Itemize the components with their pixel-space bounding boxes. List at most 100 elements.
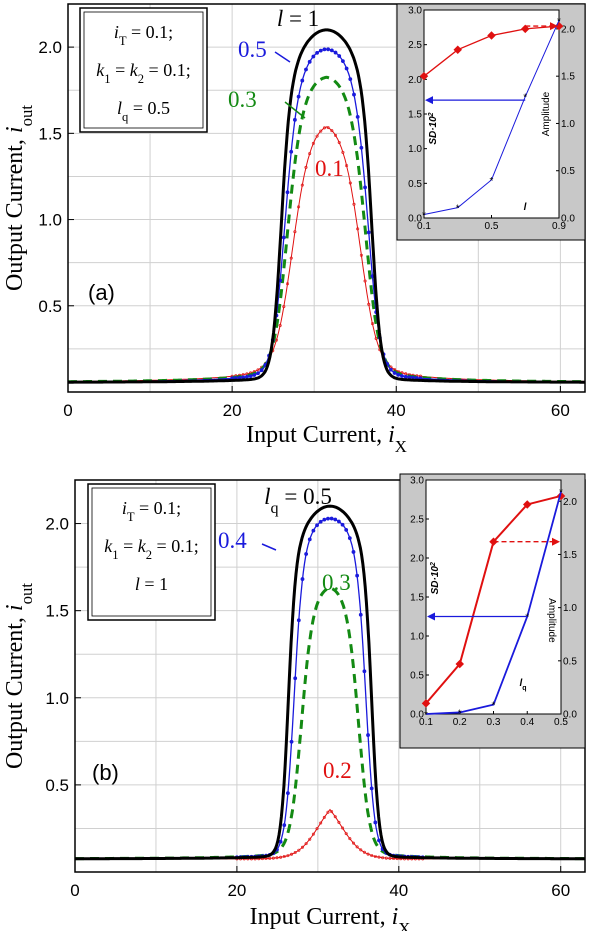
series-marker [268,856,272,860]
inset-amplitude-arrowhead [550,22,558,31]
series-marker [329,516,334,521]
series-marker [363,279,367,283]
inset-sd-marker: * [557,16,561,27]
inset-sd-marker: * [525,613,529,624]
inset-yl-tick-label: 1.0 [408,144,422,155]
inset-yr-tick-label: 1.5 [563,550,577,561]
y-axis-label: Output Current, iout [2,105,36,291]
y-tick-label: 1.5 [38,124,62,143]
inset-yl-tick-label: 1.5 [410,593,424,604]
inset-amplitude-marker [453,45,462,54]
series-marker [244,374,249,379]
series-marker [389,367,393,372]
series-marker [259,368,264,373]
series-marker [256,371,260,376]
series-marker [315,50,319,55]
inset-yl-tick-label: 2.0 [408,75,422,86]
inset-x-tick-label: 0.2 [453,717,467,728]
series-marker [366,230,371,235]
y-tick-label: 0.5 [38,297,62,316]
inset-yr-tick-label: 0.0 [563,710,577,721]
curve-label: 0.5 [238,37,267,62]
series-marker [334,133,338,137]
series-marker [289,149,294,154]
params-line: k1 = k2 = 0.1; [104,536,198,562]
panel-label: (b) [92,760,119,785]
series-marker [311,141,315,145]
inset-yr-tick-label: 1.0 [561,119,575,130]
inset-yr-tick-label: 1.5 [561,72,575,83]
series-marker [333,50,338,55]
inset-sd-marker: * [422,211,426,222]
inset-sd-marker: * [456,204,460,215]
series-marker [311,54,316,59]
inset-amplitude-axis-label: Amplitude [541,91,552,136]
series-marker [367,302,371,306]
x-tick-label: 60 [551,881,570,900]
inset-chart: 0.1 0.2 0.3 0.4 0.50.00.51.01.52.02.53.00.00… [399,473,586,749]
inset-amplitude-marker [419,71,429,81]
inset-x-tick-label: 0.5 [485,221,499,232]
series-marker [377,855,381,859]
inset-yr-tick-label: 1.0 [563,603,577,614]
inset-x-tick-label: 0.1 [417,221,431,232]
series-marker [290,852,294,856]
params-box [79,7,208,133]
series-marker [355,845,359,849]
inset-x-tick-label: 0.9 [552,221,566,232]
params-box-inner [91,487,212,617]
inset-sd-marker: * [492,701,496,712]
inset-yl-tick-label: 0.0 [408,214,422,225]
series-marker [308,152,312,156]
series-marker [400,374,404,378]
curve-label: 0.3 [228,87,257,112]
inset-x-axis-label: l [524,202,527,213]
series-marker [285,190,290,195]
series-marker [289,256,293,260]
series-marker [304,842,308,846]
series-marker [348,77,353,82]
y-axis-label: Output Current, iout [2,583,36,769]
series-marker [337,519,341,524]
series-marker [304,552,309,556]
series-marker [348,181,352,185]
params-line: k1 = k2 = 0.1; [96,60,190,86]
series-line [75,808,585,860]
series-marker [370,853,374,857]
series-marker [315,827,319,831]
series-marker [330,129,334,133]
inset-sd-line [423,20,560,216]
curve-label-arrow [284,101,306,119]
series-marker [351,550,356,554]
inset-amplitude-marker [523,500,532,509]
series-marker [293,676,298,681]
inset-sd-axis-label: SD·102 [428,112,440,144]
x-tick-label: 60 [551,401,570,420]
series-marker [359,145,364,150]
inset-amplitude-marker [455,659,464,669]
series-marker [370,322,374,326]
inset-x-tick-label: 0.5 [554,717,568,728]
series-marker [381,856,385,860]
curve-label: l = 1 [277,6,319,31]
series-marker [307,59,312,64]
panel-a: 0 20 40 60 0.5 1.0 1.5 2.0 Input Current, iX Outp… [2,3,586,456]
series-marker [352,202,356,206]
inset-yl-tick-label: 2.0 [410,554,424,565]
series-marker [366,733,370,737]
y-tick-label: 2.0 [38,38,62,57]
curve-label: 0.4 [218,528,247,553]
series-marker [293,230,297,234]
series-marker [311,832,315,836]
inset-amplitude-axis-label: Amplitude [546,598,557,643]
inset-sd-marker: * [559,488,563,499]
inset-x-tick-label: 0.1 [419,717,433,728]
series-marker [271,856,275,860]
series-marker [319,821,323,825]
y-tick-label: 2.0 [45,515,69,534]
series-marker [403,374,408,379]
inset-x-tick-label: 0.3 [487,717,501,728]
series-marker [344,528,349,532]
series-marker [344,832,348,836]
